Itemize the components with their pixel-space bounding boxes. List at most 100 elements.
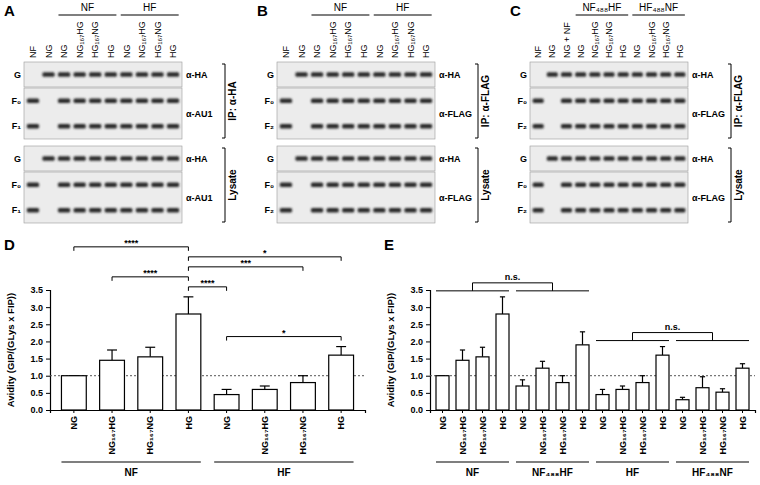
error-cap [145, 347, 155, 348]
x-tick-label: HG₁₆₇NG [478, 416, 488, 454]
group-label: HF₄₈₈NF [692, 467, 733, 478]
significance-label: **** [124, 238, 139, 248]
blot-strip [530, 88, 688, 139]
blot-band [547, 72, 558, 76]
y-tick-mark [426, 359, 430, 360]
blot-band [58, 183, 70, 187]
lane-label: HG [421, 45, 431, 59]
blot-band [404, 124, 416, 128]
y-tick-mark [426, 410, 430, 411]
x-tick: HG₁₆₇NG [718, 410, 728, 454]
blot-band [533, 124, 544, 128]
blot-band [674, 99, 685, 103]
panel-label: D [4, 236, 15, 253]
antibody-label: α-HA [186, 154, 208, 164]
x-tick-mark [682, 410, 683, 413]
x-tick-mark [482, 410, 483, 413]
x-tick: NG [69, 410, 79, 430]
blot-band [575, 183, 586, 187]
blot-band [27, 183, 39, 187]
blot-band [646, 124, 657, 128]
y-tick-mark [46, 341, 50, 342]
blot-band [660, 124, 671, 128]
x-tick-mark [341, 410, 342, 413]
blot-band [603, 72, 614, 76]
section-title: IP: α-HA [227, 81, 238, 120]
blot-band [280, 208, 292, 212]
blot-band [327, 183, 339, 187]
antibody-label: α-FLAG [439, 193, 472, 203]
group-bar [58, 14, 116, 15]
error-cap [560, 375, 565, 376]
x-tick: HG [578, 410, 588, 430]
blot-band [74, 208, 86, 212]
x-tick-label: NG [438, 416, 448, 430]
blot-band [373, 99, 385, 103]
lane-label: HG [618, 45, 628, 59]
error-bar [582, 332, 583, 345]
error-bar [482, 347, 483, 357]
blot-band [167, 72, 179, 76]
x-tick-label: HG [658, 416, 668, 430]
blot-band [89, 72, 101, 76]
group-line [214, 461, 353, 462]
blot-band [589, 156, 600, 160]
lane-label: NG [121, 45, 131, 59]
blot-band [561, 183, 572, 187]
y-tick-label: 2.5 [410, 320, 423, 330]
lane-label: HG₁₆₇NG [153, 21, 163, 58]
lane-label: HG₁₆₇NG [406, 21, 416, 58]
blot-band [58, 72, 70, 76]
section-bracket [222, 64, 225, 138]
blot-band [420, 183, 432, 187]
error-bar [502, 297, 503, 314]
bar [656, 355, 669, 410]
error-cap [600, 389, 605, 390]
y-tick-label: 3.5 [30, 285, 43, 295]
error-cap [640, 375, 645, 376]
band-label: F₂ [518, 205, 528, 215]
bar [100, 360, 125, 410]
x-tick-label: HG [498, 416, 508, 430]
blot-band [389, 99, 401, 103]
error-cap [680, 397, 685, 398]
y-tick-mark [426, 307, 430, 308]
blot-band [632, 208, 643, 212]
x-tick: HG₁₆₇NG [478, 410, 488, 454]
x-tick-label: NG [518, 416, 528, 430]
blot-band [589, 124, 600, 128]
blot-strip [277, 62, 435, 87]
blot-band [561, 156, 572, 160]
blot-band [136, 156, 148, 160]
lane-label: NG [312, 45, 322, 59]
x-tick-mark [302, 410, 303, 413]
error-cap [720, 388, 725, 389]
y-tick-mark [46, 290, 50, 291]
x-tick: HG [498, 410, 508, 430]
antibody-label: α-HA [439, 154, 461, 164]
group-label: NF [466, 467, 479, 478]
blot-band [327, 124, 339, 128]
error-cap [260, 385, 270, 386]
y-tick-label: 2.0 [410, 337, 423, 347]
blot-band [389, 183, 401, 187]
x-axis: NGNG₁₆₇HGHG₁₆₇NGHGNGNG₁₆₇HGHG₁₆₇NGHGNGNG… [431, 410, 756, 454]
blot-band [42, 156, 54, 160]
antibody-label: α-FLAG [439, 109, 472, 119]
blot-band [589, 99, 600, 103]
blot-band [89, 156, 101, 160]
group-label: HF [143, 2, 156, 13]
bar [291, 383, 316, 410]
group-label: NF [334, 2, 347, 13]
blot-band [311, 183, 323, 187]
blot-band [42, 72, 54, 76]
bar-chart: D0.00.51.01.52.02.53.03.5Avidity (GIP/(G… [4, 236, 366, 478]
y-tick-label: 0.5 [30, 388, 43, 398]
band-label: G [14, 154, 21, 164]
y-tick-label: 0.0 [30, 405, 43, 415]
error-bar [662, 347, 663, 356]
x-tick: HG [184, 410, 194, 430]
significance-label: *** [240, 258, 251, 268]
blot-band [136, 183, 148, 187]
x-tick: NG₁₆₇HG [458, 410, 468, 454]
